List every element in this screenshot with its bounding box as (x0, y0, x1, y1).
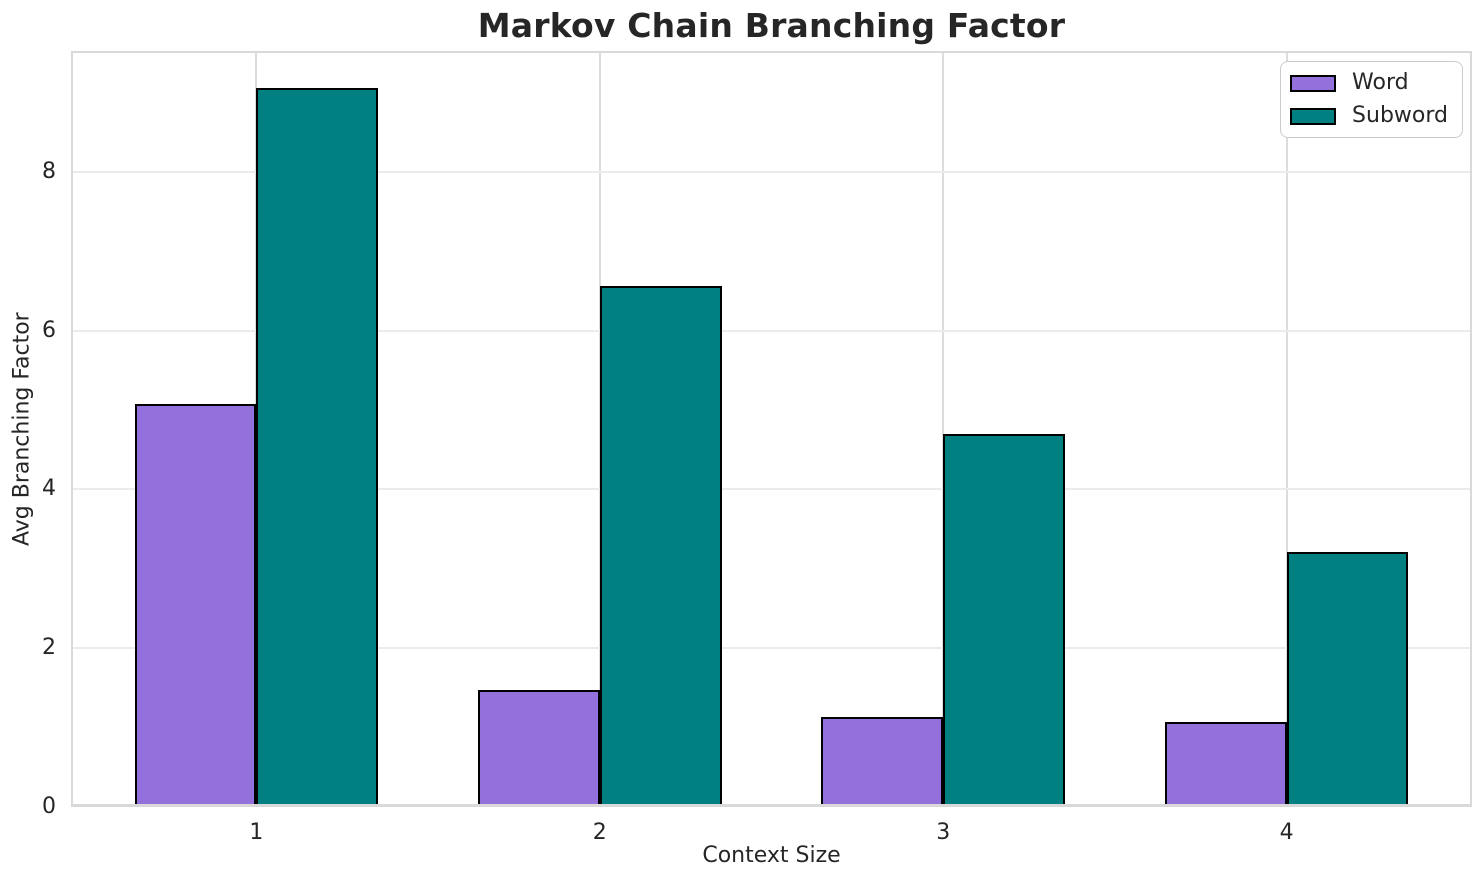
h-gridline-4 (71, 488, 1472, 491)
bar-word-2 (477, 690, 600, 807)
y-tick-label-8: 8 (42, 158, 56, 184)
bar-subword-3 (943, 433, 1066, 807)
legend-item-word: Word (1290, 71, 1448, 95)
bar-word-3 (821, 717, 944, 807)
y-tick-label-6: 6 (42, 317, 56, 343)
legend-label-subword: Subword (1352, 103, 1448, 128)
legend-item-subword: Subword (1290, 104, 1448, 128)
left-spine (71, 51, 73, 807)
h-gridline-2 (71, 647, 1472, 650)
legend: Word Subword (1280, 61, 1463, 138)
bar-subword-1 (256, 88, 379, 807)
legend-label-word: Word (1352, 70, 1409, 95)
bar-subword-4 (1286, 552, 1409, 807)
bar-word-1 (134, 404, 257, 807)
legend-swatch-subword (1290, 107, 1337, 125)
top-spine (71, 51, 1472, 53)
x-axis-label: Context Size (702, 843, 841, 868)
h-gridline-6 (71, 329, 1472, 332)
y-tick-label-4: 4 (42, 476, 56, 502)
x-tick-label-1: 1 (249, 820, 264, 845)
x-tick-label-3: 3 (936, 820, 951, 845)
x-tick-label-4: 4 (1279, 820, 1294, 845)
h-gridline-8 (71, 170, 1472, 173)
y-tick-label-0: 0 (42, 794, 56, 819)
bar-word-4 (1164, 722, 1287, 807)
x-tick-label-2: 2 (592, 820, 607, 845)
right-spine (1470, 51, 1472, 807)
y-tick-label-2: 2 (42, 635, 56, 661)
legend-swatch-word (1290, 74, 1337, 92)
bar-subword-2 (599, 286, 722, 807)
chart-title: Markov Chain Branching Factor (477, 6, 1066, 45)
plot-area: Word Subword (71, 51, 1472, 807)
v-gridline-4 (1285, 51, 1288, 807)
bottom-spine (71, 804, 1472, 807)
v-gridline-3 (942, 51, 945, 807)
